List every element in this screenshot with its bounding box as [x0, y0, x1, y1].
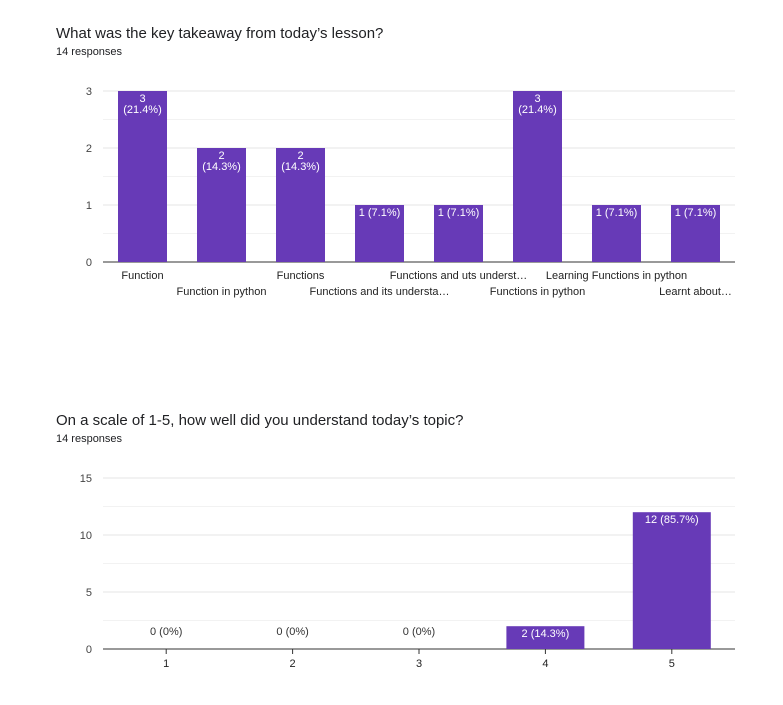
bar-data-label: 1 (7.1%) — [438, 207, 480, 219]
bar — [506, 626, 585, 649]
question-2-header: On a scale of 1-5, how well did you unde… — [56, 412, 463, 445]
x-category-label: Functions and its understa… — [309, 286, 449, 298]
question-1-response-count: 14 responses — [56, 46, 123, 58]
bar-data-label: 12 (85.7%) — [645, 514, 699, 526]
bar-data-label: 2 — [218, 150, 224, 162]
x-category-label: Function — [121, 270, 163, 282]
bar — [592, 205, 641, 262]
bar-data-label: 3 — [534, 93, 540, 105]
bar-data-label: 0 (0%) — [150, 626, 182, 638]
bar-data-label: (14.3%) — [281, 161, 320, 173]
bar-data-label: 1 (7.1%) — [596, 207, 638, 219]
bar — [434, 205, 483, 262]
y-tick-label: 0 — [86, 644, 92, 656]
y-tick-label: 1 — [86, 200, 92, 212]
question-2-response-count: 14 responses — [56, 433, 123, 445]
y-tick-label: 2 — [86, 143, 92, 155]
bar-data-label: 1 (7.1%) — [675, 207, 717, 219]
x-category-label: Learning Functions in python — [546, 270, 687, 282]
bar-data-label: 0 (0%) — [276, 626, 308, 638]
y-tick-label: 15 — [80, 473, 92, 485]
x-category-label: 1 — [163, 658, 169, 670]
bar — [276, 148, 325, 262]
bar-data-label: (21.4%) — [518, 104, 557, 116]
x-category-label: 2 — [290, 658, 296, 670]
bar — [671, 205, 720, 262]
bar — [197, 148, 246, 262]
x-category-label: Functions — [277, 270, 325, 282]
x-category-label: Functions in python — [490, 286, 585, 298]
bar-data-label: 2 — [297, 150, 303, 162]
bar-data-label: (14.3%) — [202, 161, 241, 173]
x-category-label: 5 — [669, 658, 675, 670]
bar-data-label: 2 (14.3%) — [522, 628, 570, 640]
y-tick-label: 3 — [86, 86, 92, 98]
bar — [513, 91, 562, 262]
bar-data-label: (21.4%) — [123, 104, 162, 116]
x-category-label: Function in python — [177, 286, 267, 298]
y-tick-label: 0 — [86, 257, 92, 269]
x-category-label: Learnt about… — [659, 286, 732, 298]
x-category-label: Functions and uts underst… — [390, 270, 528, 282]
bar — [355, 205, 404, 262]
bar — [632, 512, 711, 649]
x-category-label: 3 — [416, 658, 422, 670]
question-1-header: What was the key takeaway from today’s l… — [56, 25, 383, 58]
bar-data-label: 1 (7.1%) — [359, 207, 401, 219]
bar-data-label: 0 (0%) — [403, 626, 435, 638]
y-tick-label: 10 — [80, 530, 92, 542]
bar-data-label: 3 — [139, 93, 145, 105]
bar — [118, 91, 167, 262]
question-1-title: What was the key takeaway from today’s l… — [56, 25, 384, 42]
y-tick-label: 5 — [86, 587, 92, 599]
question-2-title: On a scale of 1-5, how well did you unde… — [56, 412, 464, 429]
x-category-label: 4 — [542, 658, 548, 670]
